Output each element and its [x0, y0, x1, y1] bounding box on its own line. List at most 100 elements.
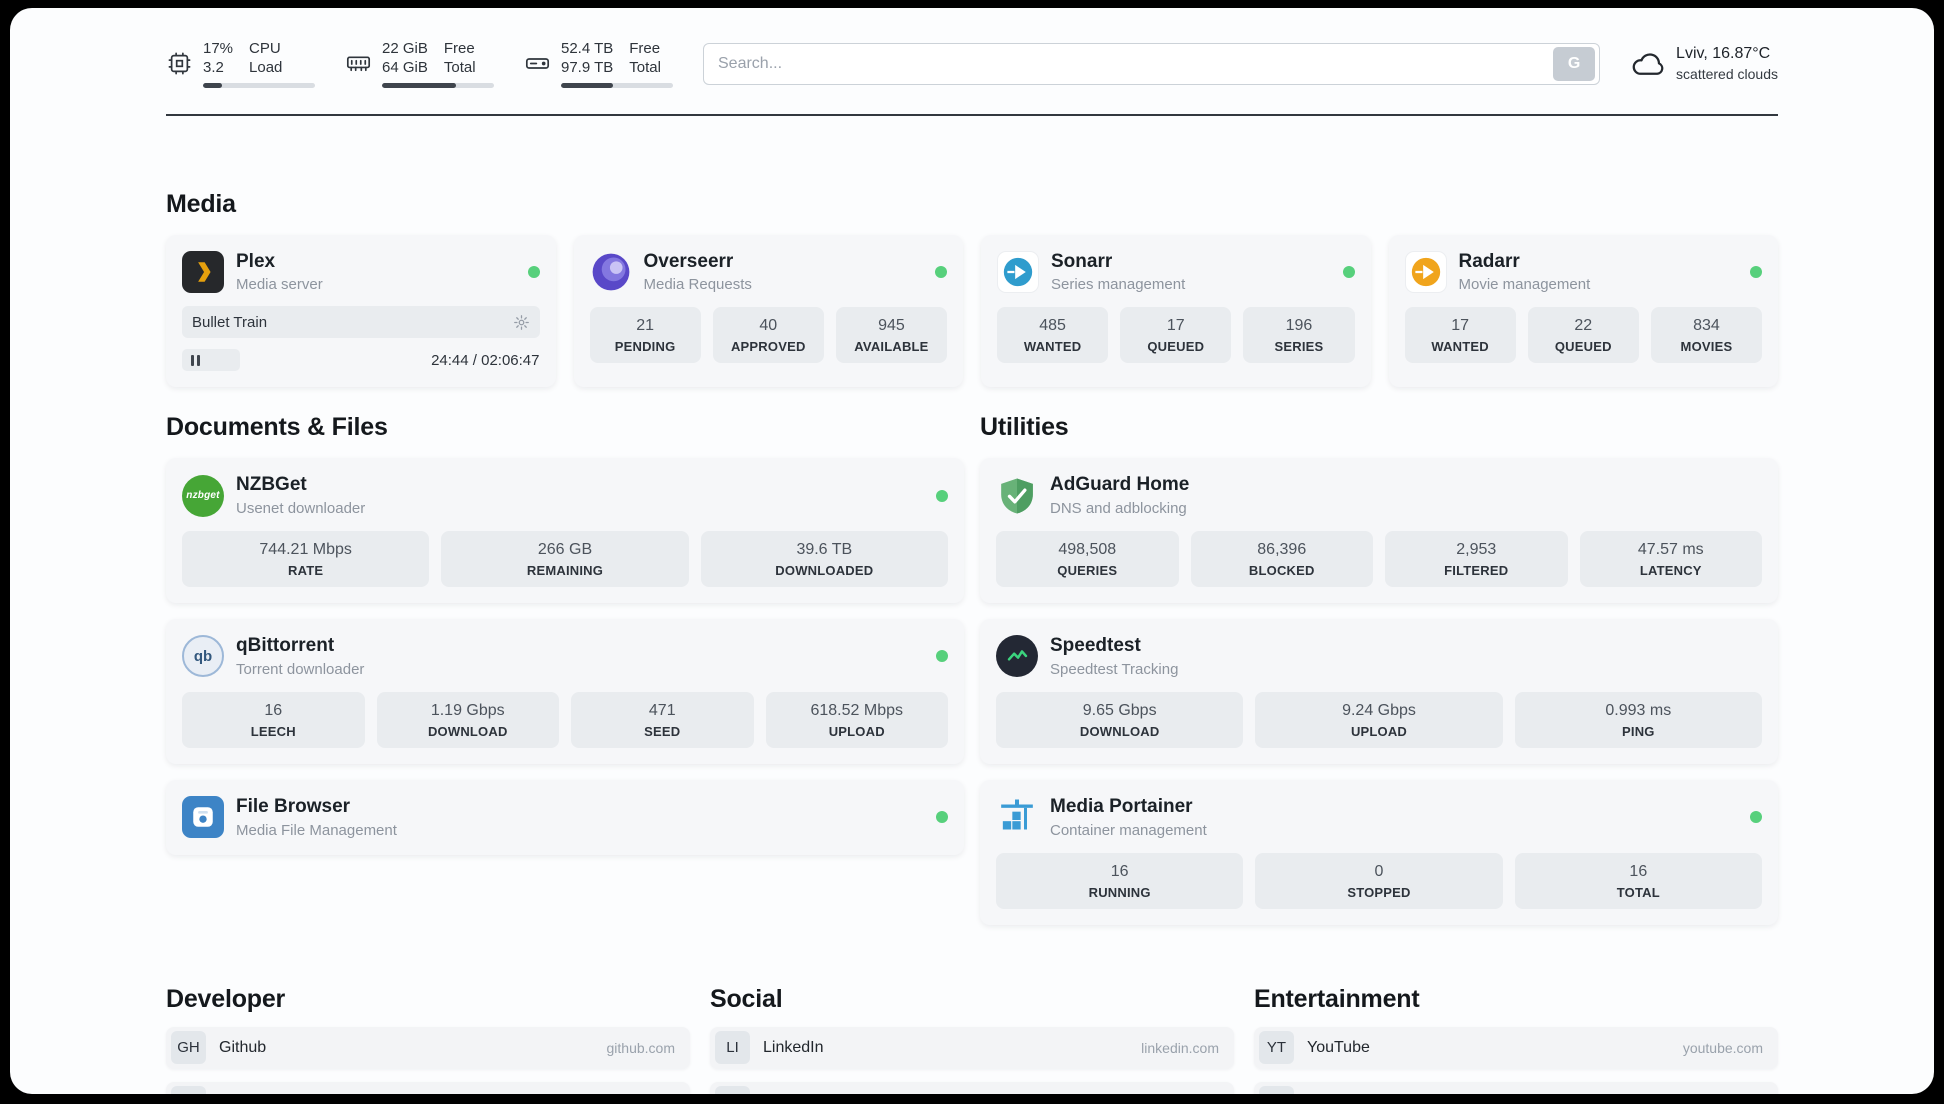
- app-name: AdGuard Home: [1050, 474, 1190, 496]
- bookmark-stackoverflow[interactable]: SO StackOverflow stackoverflow.com: [166, 1081, 690, 1094]
- bookmark-github[interactable]: GH Github github.com: [166, 1026, 690, 1069]
- stat-label: DOWNLOADED: [775, 563, 874, 579]
- disk-total-label: Total: [629, 58, 661, 76]
- bookmark-abbr: GH: [171, 1031, 206, 1065]
- stat-value: 0: [1374, 862, 1384, 880]
- app-card-portainer[interactable]: Media Portainer Container management 16 …: [980, 779, 1778, 925]
- stat-value: 86,396: [1257, 541, 1307, 559]
- app-description: Media Requests: [643, 276, 752, 294]
- app-card-overseerr[interactable]: Overseerr Media Requests 21 PENDING 40 A…: [573, 234, 963, 388]
- portainer-icon: [996, 796, 1038, 838]
- stat-box: 744.21 Mbps RATE: [182, 531, 430, 588]
- stat-value: 196: [1285, 317, 1313, 335]
- section-title-entertainment: Entertainment: [1254, 984, 1420, 1013]
- app-card-nzbget[interactable]: nzbget NZBGet Usenet downloader 744.21 M…: [166, 458, 964, 604]
- dashboard-page: 17% 3.2 CPU Load: [10, 8, 1934, 1094]
- app-card-adguard[interactable]: AdGuard Home DNS and adblocking 498,508 …: [980, 458, 1778, 604]
- disk-free-label: Free: [629, 40, 661, 57]
- stat-label: MOVIES: [1680, 339, 1733, 355]
- app-card-filebrowser[interactable]: File Browser Media File Management: [166, 779, 964, 855]
- bookmark-name: LinkedIn: [763, 1038, 824, 1056]
- bookmark-youtube[interactable]: YT YouTube youtube.com: [1254, 1026, 1778, 1069]
- stat-label: LEECH: [250, 723, 296, 739]
- stat-box: 2,953 FILTERED: [1385, 531, 1568, 588]
- stat-box: 47.57 ms LATENCY: [1579, 531, 1762, 588]
- app-description: Speedtest Tracking: [1050, 660, 1179, 678]
- app-card-radarr[interactable]: Radarr Movie management 17 WANTED 22 QUE…: [1388, 234, 1778, 388]
- status-dot: [935, 265, 947, 278]
- bookmark-domain: github.com: [606, 1039, 675, 1056]
- status-dot: [1750, 265, 1762, 278]
- stat-label: PENDING: [614, 339, 676, 355]
- search-engine-button[interactable]: G: [1553, 46, 1596, 81]
- stat-label: FILTERED: [1444, 563, 1509, 579]
- stat-box: 471 SEED: [571, 691, 754, 748]
- search-input[interactable]: [704, 46, 1554, 81]
- stat-label: AVAILABLE: [854, 339, 929, 355]
- status-dot: [527, 265, 540, 278]
- stat-label: QUEUED: [1147, 339, 1205, 355]
- bookmark-domain: linkedin.com: [1141, 1039, 1219, 1056]
- section-title-developer: Developer: [166, 984, 286, 1013]
- now-playing-title: Bullet Train: [192, 313, 268, 331]
- ram-total-value: 64 GiB: [382, 58, 428, 76]
- now-playing-bar: Bullet Train: [182, 306, 540, 339]
- cpu-usage-bar-fill: [203, 82, 223, 88]
- app-name: Sonarr: [1051, 250, 1113, 272]
- nzbget-icon-label: nzbget: [186, 490, 220, 502]
- app-card-speedtest[interactable]: Speedtest Speedtest Tracking 9.65 Gbps D…: [980, 619, 1778, 764]
- app-description: Media File Management: [236, 821, 397, 839]
- section-title-documents: Documents & Files: [166, 413, 388, 442]
- stat-box: 40 APPROVED: [712, 307, 824, 364]
- app-name: Media Portainer: [1050, 795, 1193, 817]
- app-description: Container management: [1050, 821, 1207, 839]
- stat-box: 618.52 Mbps UPLOAD: [765, 691, 948, 748]
- stat-value: 0.993 ms: [1605, 701, 1672, 719]
- cpu-usage-bar: [203, 82, 315, 88]
- cpu-load-value: 3.2: [203, 58, 224, 76]
- pause-icon: [197, 354, 200, 366]
- status-dot: [1342, 265, 1355, 278]
- disk-free-value: 52.4 TB: [561, 40, 614, 57]
- app-card-plex[interactable]: Plex Media server Bullet Train: [166, 234, 556, 388]
- bookmark-linkedin[interactable]: LI LinkedIn linkedin.com: [710, 1026, 1234, 1069]
- app-name: Overseerr: [643, 250, 734, 272]
- stat-box: 0.993 ms PING: [1514, 691, 1762, 748]
- app-card-qbittorrent[interactable]: qb qBittorrent Torrent downloader 16 LEE…: [166, 619, 964, 764]
- stat-value: 1.19 Gbps: [430, 701, 505, 719]
- settings-gear-icon[interactable]: [513, 314, 530, 331]
- app-description: Media server: [236, 276, 323, 294]
- stat-box: 485 WANTED: [997, 307, 1109, 364]
- app-description: DNS and adblocking: [1050, 500, 1187, 518]
- stat-value: 498,508: [1058, 541, 1117, 559]
- app-name: File Browser: [236, 795, 351, 817]
- weather-widget: Lviv, 16.87°C scattered clouds: [1630, 44, 1778, 83]
- stat-box: 16 RUNNING: [996, 852, 1244, 909]
- app-name: Speedtest: [1050, 635, 1141, 657]
- bookmark-name: YouTube: [1307, 1038, 1370, 1056]
- stat-box: 834 MOVIES: [1650, 307, 1763, 364]
- stat-label: DOWNLOAD: [1079, 723, 1160, 739]
- stat-label: UPLOAD: [1350, 723, 1408, 739]
- stat-box: 945 AVAILABLE: [835, 307, 948, 364]
- app-description: Torrent downloader: [236, 660, 365, 678]
- ram-usage-bar-fill: [382, 82, 456, 88]
- app-card-sonarr[interactable]: Sonarr Series management 485 WANTED 17 Q…: [981, 234, 1371, 388]
- stat-label: RATE: [288, 563, 324, 579]
- stat-box: 9.65 Gbps DOWNLOAD: [996, 691, 1244, 748]
- stat-box: 21 PENDING: [589, 307, 701, 364]
- bookmark-name: Github: [219, 1038, 267, 1056]
- stat-label: QUERIES: [1057, 563, 1118, 579]
- pause-button[interactable]: [182, 349, 240, 372]
- app-name: qBittorrent: [236, 635, 335, 657]
- bookmark-twitter[interactable]: TW Twitter twitter.com: [710, 1081, 1234, 1094]
- stat-value: 40: [759, 317, 778, 335]
- stat-box: 17 QUEUED: [1120, 307, 1232, 364]
- stat-label: APPROVED: [730, 339, 806, 355]
- cpu-load-label: Load: [249, 58, 283, 76]
- stat-box: 16 LEECH: [182, 691, 365, 748]
- disk-usage-bar: [561, 82, 673, 88]
- stat-value: 9.24 Gbps: [1342, 701, 1416, 719]
- bookmark-netflix[interactable]: NF Netflix netflix.com: [1254, 1081, 1778, 1094]
- stat-value: 744.21 Mbps: [259, 541, 352, 559]
